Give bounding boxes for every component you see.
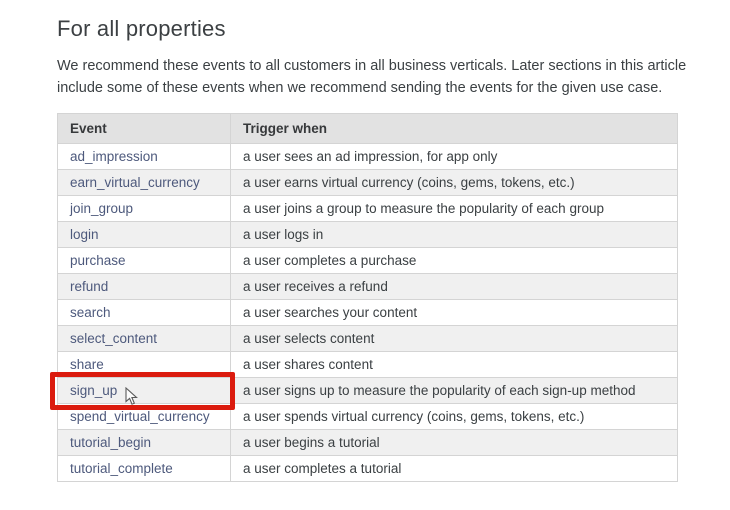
event-link[interactable]: ad_impression: [70, 149, 158, 164]
event-link[interactable]: join_group: [70, 201, 134, 216]
event-cell: refund: [57, 273, 231, 300]
trigger-cell: a user selects content: [230, 325, 678, 352]
table-row: purchase a user completes a purchase: [57, 247, 678, 274]
event-cell: earn_virtual_currency: [57, 169, 231, 196]
trigger-cell: a user begins a tutorial: [230, 429, 678, 456]
event-cell: select_content: [57, 325, 231, 352]
event-cell: sign_up: [50, 372, 235, 410]
event-table-body: ad_impression a user sees an ad impressio…: [50, 143, 678, 482]
event-cell: ad_impression: [57, 143, 231, 170]
event-cell: tutorial_complete: [57, 455, 231, 482]
event-cell: search: [57, 299, 231, 326]
trigger-cell: a user completes a purchase: [230, 247, 678, 274]
event-link[interactable]: tutorial_begin: [70, 435, 152, 450]
column-header-event: Event: [57, 113, 231, 144]
trigger-cell: a user sees an ad impression, for app on…: [230, 143, 678, 170]
trigger-cell: a user shares content: [230, 351, 678, 378]
event-link[interactable]: select_content: [70, 331, 158, 346]
table-row: join_group a user joins a group to measur…: [57, 195, 678, 222]
event-cell: share: [57, 351, 231, 378]
event-link[interactable]: spend_virtual_currency: [70, 409, 210, 424]
event-link[interactable]: sign_up: [70, 383, 118, 398]
table-row: spend_virtual_currency a user spends virt…: [57, 403, 678, 430]
trigger-cell: a user joins a group to measure the popu…: [230, 195, 678, 222]
table-row: share a user shares content: [57, 351, 678, 378]
event-cell: login: [57, 221, 231, 248]
event-cell: tutorial_begin: [57, 429, 231, 456]
event-link[interactable]: earn_virtual_currency: [70, 175, 200, 190]
event-link[interactable]: tutorial_complete: [70, 461, 173, 476]
table-row: tutorial_complete a user completes a tuto…: [57, 455, 678, 482]
trigger-cell: a user completes a tutorial: [230, 455, 678, 482]
table-row: refund a user receives a refund: [57, 273, 678, 300]
intro-paragraph: We recommend these events to all custome…: [57, 58, 687, 96]
event-cell: spend_virtual_currency: [57, 403, 231, 430]
event-link[interactable]: purchase: [70, 253, 126, 268]
table-row: login a user logs in: [57, 221, 678, 248]
event-link[interactable]: login: [70, 227, 99, 242]
trigger-cell: a user logs in: [230, 221, 678, 248]
table-row: search a user searches your content: [57, 299, 678, 326]
article-page: For all properties We recommend these ev…: [50, 16, 687, 482]
event-cell: join_group: [57, 195, 231, 222]
trigger-cell: a user earns virtual currency (coins, ge…: [230, 169, 678, 196]
table-row: earn_virtual_currency a user earns virtua…: [57, 169, 678, 196]
column-header-trigger: Trigger when: [230, 113, 678, 144]
trigger-cell: a user receives a refund: [230, 273, 678, 300]
event-cell: purchase: [57, 247, 231, 274]
event-link[interactable]: search: [70, 305, 111, 320]
trigger-cell: a user searches your content: [230, 299, 678, 326]
table-row: sign_up a user signs up to measure the po…: [50, 372, 678, 410]
table-header-row: Event Trigger when: [57, 113, 678, 144]
table-row: ad_impression a user sees an ad impressio…: [57, 143, 678, 170]
page-title: For all properties: [57, 16, 226, 41]
table-row: select_content a user selects content: [57, 325, 678, 352]
table-row: tutorial_begin a user begins a tutorial: [57, 429, 678, 456]
trigger-cell: a user signs up to measure the popularit…: [230, 377, 678, 404]
event-link[interactable]: share: [70, 357, 104, 372]
trigger-cell: a user spends virtual currency (coins, g…: [230, 403, 678, 430]
event-link[interactable]: refund: [70, 279, 109, 294]
